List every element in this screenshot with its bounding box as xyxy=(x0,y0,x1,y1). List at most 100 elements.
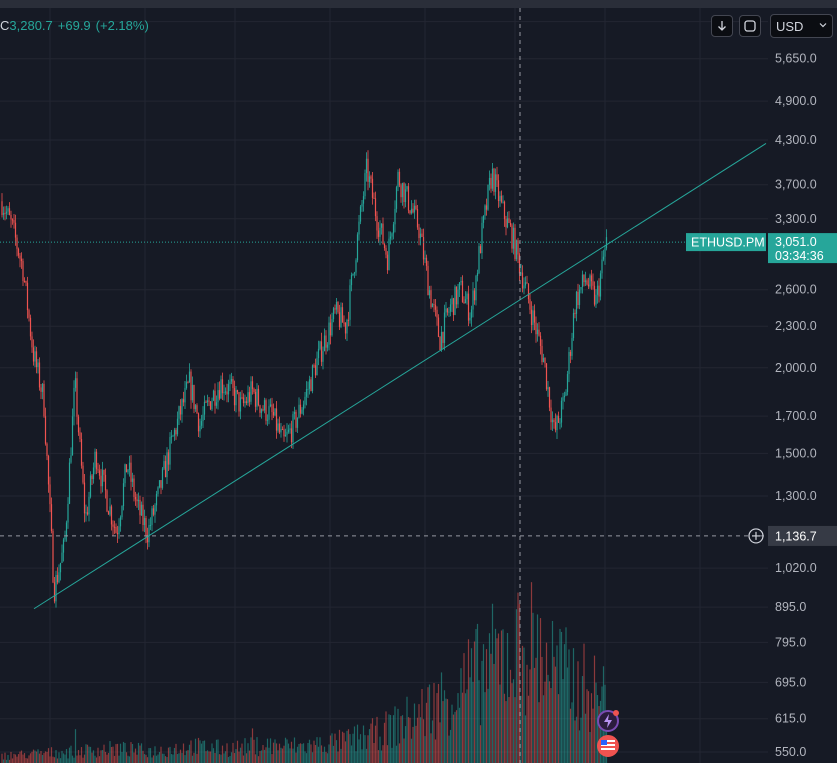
volume-bar xyxy=(275,743,278,763)
candle-body xyxy=(17,248,20,256)
candle-body xyxy=(295,411,297,428)
volume-bar xyxy=(314,745,317,763)
trendline[interactable] xyxy=(33,143,767,610)
candle-body xyxy=(308,379,311,389)
volume-bar xyxy=(578,730,581,763)
candle-body xyxy=(101,469,104,487)
volume-bar xyxy=(37,749,39,763)
crosshair-price-badge xyxy=(768,525,837,546)
candle-body xyxy=(572,312,575,339)
candle-body xyxy=(535,322,537,335)
download-button[interactable] xyxy=(711,15,733,37)
price-axis[interactable]: 6,400.05,650.04,900.04,300.03,700.03,300… xyxy=(768,8,837,763)
volume-bar xyxy=(485,649,488,763)
candle-body xyxy=(119,517,122,527)
candle-body xyxy=(88,496,90,515)
volume-bar xyxy=(31,751,33,763)
volume-bar xyxy=(49,756,51,763)
volume-bar xyxy=(160,746,162,763)
candle-body xyxy=(92,467,95,480)
candle-body xyxy=(365,158,368,174)
candle-body xyxy=(187,382,189,384)
candle-body xyxy=(545,363,548,390)
candle-body xyxy=(227,384,230,395)
volume-bar xyxy=(482,644,485,763)
volume-bar xyxy=(28,755,30,763)
candle-body xyxy=(340,307,342,327)
candle-body xyxy=(586,280,588,285)
volume-bar xyxy=(334,733,336,763)
volume-bar xyxy=(181,752,183,763)
candle-body xyxy=(370,176,372,179)
volume-bar xyxy=(67,758,69,763)
volume-bar xyxy=(464,693,467,763)
candle-body xyxy=(565,392,567,396)
add-alert-button[interactable] xyxy=(748,528,764,544)
volume-bar xyxy=(406,696,408,763)
fullscreen-button[interactable] xyxy=(739,15,761,37)
candle-body xyxy=(154,505,156,515)
us-flag-badge[interactable] xyxy=(597,735,619,757)
candle-body xyxy=(235,390,237,406)
candle-body xyxy=(169,437,171,465)
candle-body xyxy=(172,435,174,437)
candle-body xyxy=(268,406,270,420)
candle-body xyxy=(85,512,87,514)
volume-bar xyxy=(499,684,501,763)
candle-body xyxy=(127,469,129,473)
volume-bar xyxy=(331,733,333,763)
volume-bar xyxy=(407,717,410,763)
candle-body xyxy=(551,419,554,423)
candle-body xyxy=(179,406,182,415)
volume-bar xyxy=(296,746,299,763)
price-tick-label: 2,600.0 xyxy=(775,283,817,297)
volume-bar xyxy=(535,657,537,763)
volume-bar xyxy=(146,757,149,763)
lightning-badge[interactable] xyxy=(597,710,619,732)
volume-bar xyxy=(155,755,158,763)
volume-bar xyxy=(530,582,533,763)
volume-bar xyxy=(23,753,26,763)
candle-body xyxy=(463,302,465,304)
volume-bar xyxy=(481,660,483,763)
volume-bar xyxy=(70,745,72,763)
candle-body xyxy=(547,387,549,390)
volume-bar xyxy=(503,693,506,763)
price-chart[interactable]: ETHUSD.PM xyxy=(0,8,768,763)
candle-body xyxy=(502,201,504,203)
volume-bar xyxy=(277,750,279,763)
candle-body xyxy=(466,293,468,300)
candle-body xyxy=(508,218,510,224)
volume-bar xyxy=(542,695,545,763)
candle-body xyxy=(316,358,318,376)
volume-bar xyxy=(185,750,188,763)
candle-body xyxy=(488,177,491,185)
volume-bar xyxy=(179,749,182,763)
candle-body xyxy=(400,185,402,198)
candle-body xyxy=(49,484,51,505)
candle-body xyxy=(284,434,287,437)
candle-body xyxy=(598,285,600,297)
volume-bar xyxy=(361,749,363,763)
candle-body xyxy=(136,499,138,502)
volume-bar xyxy=(403,738,405,763)
candle-body xyxy=(322,351,324,362)
candle-body xyxy=(217,390,219,403)
candle-body xyxy=(91,475,93,480)
candle-body xyxy=(271,404,273,413)
volume-bar xyxy=(541,656,543,763)
candle-body xyxy=(599,273,602,297)
candle-body xyxy=(457,289,459,305)
volume-bar xyxy=(293,737,296,763)
volume-bar xyxy=(119,743,122,763)
volume-bar xyxy=(400,716,402,763)
candle-body xyxy=(53,582,56,602)
volume-bar xyxy=(346,730,348,763)
candle-body xyxy=(373,197,375,199)
volume-bar xyxy=(443,690,446,763)
currency-select[interactable]: USD xyxy=(770,14,833,38)
candle-body xyxy=(173,429,176,436)
volume-bar xyxy=(241,743,243,763)
volume-bar xyxy=(322,751,324,763)
volume-bar xyxy=(550,688,552,763)
